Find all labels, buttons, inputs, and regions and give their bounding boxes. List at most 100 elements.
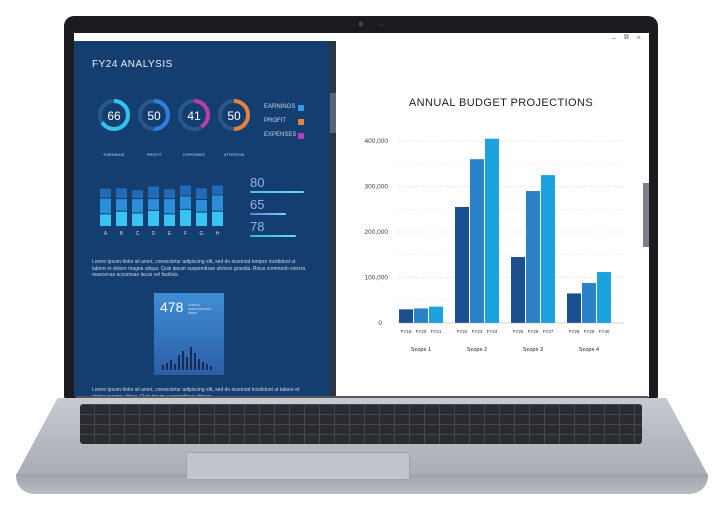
y-tick-1: 100,000 [365, 275, 389, 282]
dashboard-title: FY24 ANALYSIS [92, 59, 173, 70]
mini-bar-E-seg1 [164, 214, 175, 226]
donut-ring-attrition [218, 99, 250, 131]
y-tick-2: 200,000 [365, 229, 389, 236]
x-tick-fy22: FY22 [457, 329, 468, 334]
mini-bar-label-A: A [103, 231, 108, 237]
legend-label-expenses: EXPENSES [264, 132, 297, 138]
x-tick-fy28: FY28 [569, 329, 580, 334]
bar-fy19 [399, 309, 413, 323]
mini-bar-C-seg1 [132, 213, 143, 226]
legend-swatch-profit [298, 119, 304, 125]
mini-bar-H-seg2 [212, 195, 223, 211]
legend-swatch-earnings [298, 105, 304, 111]
mini-bar-D-seg3 [148, 186, 159, 199]
webcam [358, 21, 364, 27]
x-tick-fy29: FY29 [584, 329, 595, 334]
mini-bar-H-seg1 [212, 211, 223, 226]
mini-bar-E-seg3 [164, 189, 175, 199]
bar-fy29 [582, 282, 596, 323]
y-tick-4: 400,000 [365, 138, 389, 145]
mini-bar-label-C: C [135, 231, 140, 237]
bar-fy30 [597, 272, 611, 323]
donut-label-earnings: EARNINGS [103, 152, 125, 157]
legend-swatch-expenses [298, 133, 304, 139]
touchpad [186, 452, 410, 480]
mini-bar-label-F: F [183, 231, 188, 237]
y-tick-3: 300,000 [365, 184, 389, 191]
chart-scrollbar[interactable] [643, 183, 649, 247]
x-tick-fy25: FY25 [513, 329, 524, 334]
keyboard [80, 404, 642, 444]
bar-fy25 [511, 257, 525, 323]
restore-button[interactable]: ⧉ [623, 34, 629, 41]
mini-bar-B-seg3 [116, 188, 127, 199]
legend-label-earnings: EARNINGS [264, 104, 296, 110]
legend-label-profit: PROFIT [264, 118, 286, 124]
mini-bar-A-seg3 [100, 188, 111, 198]
x-tick-fy24: FY24 [487, 329, 498, 334]
group-label-3: Scope 3 [523, 347, 543, 353]
x-tick-fy27: FY27 [543, 329, 554, 334]
x-tick-fy23: FY23 [472, 329, 483, 334]
close-button[interactable]: × [636, 34, 641, 42]
bar-fy21 [429, 306, 443, 323]
mini-bar-A-seg2 [100, 198, 111, 214]
stat-value-1: 80 [250, 175, 265, 190]
mini-bar-F-seg1 [180, 209, 191, 226]
stat-line-2 [250, 213, 286, 215]
donut-label-profit: PROFIT [146, 152, 162, 157]
mini-bar-F-seg2 [180, 196, 191, 209]
donut-label-expenses: EXPENSES [183, 152, 205, 157]
bar-fy20 [414, 308, 428, 323]
donut-value-earnings: 66 [107, 109, 121, 123]
mini-bar-chart [100, 185, 223, 226]
donut-ring-expenses [178, 99, 210, 131]
stat-line-3 [250, 235, 296, 237]
mini-bar-label-B: B [119, 231, 124, 237]
dashboard-scroll-thumb[interactable] [330, 93, 336, 133]
donut-label-attrition: ATTRITION [223, 152, 245, 157]
donut-value-attrition: 50 [227, 109, 241, 123]
mini-bar-G-seg1 [196, 212, 207, 226]
donut-ring-earnings [98, 99, 130, 131]
mini-bar-label-H: H [215, 231, 220, 237]
webcam-indicator [380, 23, 383, 26]
x-tick-fy21: FY21 [431, 329, 442, 334]
y-tick-0: 0 [378, 320, 382, 327]
group-label-2: Scope 2 [467, 347, 487, 353]
mini-bar-D-seg2 [148, 199, 159, 210]
mini-bar-B-seg1 [116, 211, 127, 226]
x-tick-fy26: FY26 [528, 329, 539, 334]
dashboard-scrollbar[interactable] [330, 41, 336, 397]
stat-line-1 [250, 191, 304, 193]
mini-bar-G-seg3 [196, 188, 207, 199]
group-label-1: Scope 1 [411, 347, 431, 353]
mini-bar-label-D: D [151, 231, 156, 237]
donut-value-profit: 50 [147, 109, 161, 123]
mini-bar-E-seg2 [164, 199, 175, 214]
dashboard-pane: FY24 ANALYSIS 66 EARNINGS 50 PROFIT 41 EXPENS… [74, 41, 330, 397]
mini-bar-C-seg2 [132, 199, 143, 213]
mini-bar-C-seg3 [132, 190, 143, 199]
bar-fy28 [567, 293, 581, 323]
x-tick-fy30: FY30 [599, 329, 610, 334]
bar-fy27 [541, 175, 555, 323]
card-caption: CAPITAL PERFORMANCE INDEX [188, 303, 212, 315]
stat-value-2: 65 [250, 197, 265, 212]
bar-fy26 [526, 191, 540, 323]
x-tick-fy19: FY19 [401, 329, 412, 334]
mini-bar-F-seg3 [180, 185, 191, 196]
card-value: 478 [160, 299, 184, 315]
bar-fy22 [455, 206, 469, 323]
body-paragraph-1: Lorem ipsum dolor sit amet, consectetur … [92, 259, 306, 278]
minimize-button[interactable]: – [612, 34, 616, 42]
donut-ring-profit [138, 99, 170, 131]
chart-title: ANNUAL BUDGET PROJECTIONS [408, 97, 594, 109]
mini-bar-A-seg1 [100, 214, 111, 226]
bar-fy23 [470, 159, 484, 323]
group-label-4: Scope 4 [579, 347, 599, 353]
mini-bar-label-G: G [199, 231, 204, 237]
x-tick-fy20: FY20 [416, 329, 427, 334]
mini-bar-D-seg1 [148, 210, 159, 226]
mini-bar-B-seg2 [116, 199, 127, 211]
